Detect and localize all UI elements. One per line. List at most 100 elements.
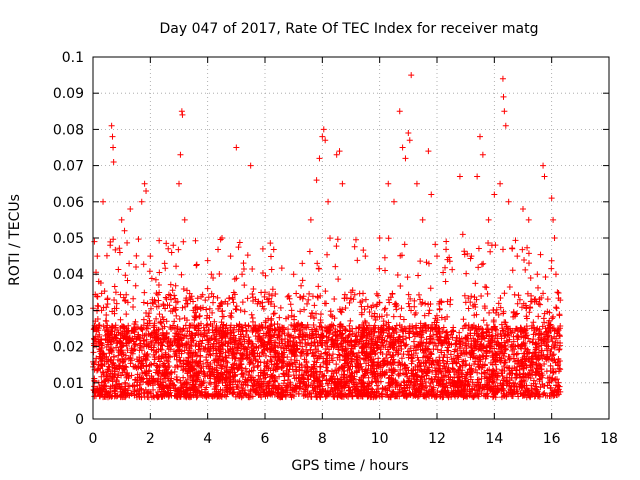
data-point — [304, 300, 311, 307]
data-point — [409, 323, 416, 330]
data-point — [241, 282, 248, 289]
data-point — [535, 336, 542, 343]
data-point — [510, 308, 517, 315]
data-point — [272, 339, 279, 346]
data-point — [231, 276, 238, 283]
data-point — [155, 370, 162, 377]
data-point — [515, 334, 522, 341]
data-point — [297, 379, 304, 386]
data-point — [449, 378, 456, 385]
data-point — [226, 295, 233, 302]
data-point — [487, 359, 494, 366]
data-point — [444, 358, 451, 365]
data-point — [550, 391, 557, 398]
data-point — [295, 327, 302, 334]
data-point — [397, 282, 404, 289]
data-point — [427, 285, 434, 292]
data-point — [96, 331, 103, 338]
data-point — [179, 304, 186, 311]
data-point — [162, 265, 169, 272]
data-point — [406, 334, 413, 341]
data-point — [348, 343, 355, 350]
data-point — [518, 345, 525, 352]
data-point — [334, 341, 341, 348]
data-point — [165, 393, 172, 400]
data-point — [270, 246, 277, 253]
data-point — [551, 333, 558, 340]
data-point — [101, 383, 108, 390]
data-point — [163, 240, 170, 247]
data-point — [265, 315, 272, 322]
data-point — [260, 387, 267, 394]
data-point — [331, 315, 338, 322]
data-point — [153, 315, 160, 322]
data-point — [251, 364, 258, 371]
data-point — [417, 296, 424, 303]
data-point — [196, 313, 203, 320]
data-point — [305, 340, 312, 347]
data-point — [524, 325, 531, 332]
data-point — [117, 347, 124, 354]
data-point — [140, 316, 147, 323]
data-point — [535, 300, 542, 307]
data-point — [392, 303, 399, 310]
data-point — [132, 341, 139, 348]
data-point — [314, 293, 321, 300]
data-point — [377, 378, 384, 385]
data-point — [400, 328, 407, 335]
data-point — [241, 308, 248, 315]
data-point — [478, 293, 485, 300]
data-point — [315, 265, 322, 272]
data-point — [486, 309, 493, 316]
data-point — [156, 237, 163, 244]
data-point — [165, 245, 172, 252]
data-point — [330, 388, 337, 395]
data-point — [138, 376, 145, 383]
data-point — [297, 308, 304, 315]
data-point — [497, 294, 504, 301]
data-point — [478, 261, 485, 268]
data-point — [124, 239, 131, 246]
data-point — [105, 341, 112, 348]
data-point — [472, 366, 479, 373]
data-point — [555, 290, 562, 297]
data-point — [436, 306, 443, 313]
data-point — [501, 359, 508, 366]
data-point — [160, 379, 167, 386]
data-point — [140, 261, 147, 268]
data-point — [103, 311, 110, 318]
data-point — [202, 297, 209, 304]
data-point — [475, 264, 482, 271]
data-point — [110, 236, 117, 243]
data-point — [333, 243, 340, 250]
data-point — [551, 343, 558, 350]
data-point — [141, 332, 148, 339]
data-point — [201, 370, 208, 377]
data-point — [213, 335, 220, 342]
data-point — [150, 324, 157, 331]
data-point — [320, 373, 327, 380]
data-point — [271, 303, 278, 310]
data-point — [137, 325, 144, 332]
data-point — [287, 391, 294, 398]
data-point — [390, 313, 397, 320]
data-point — [457, 391, 464, 398]
data-point — [420, 322, 427, 329]
data-point — [105, 331, 112, 338]
chart-title: Day 047 of 2017, Rate Of TEC Index for r… — [160, 21, 539, 37]
data-point — [126, 260, 133, 267]
data-point — [414, 366, 421, 373]
data-point — [215, 305, 222, 312]
data-point — [308, 371, 315, 378]
data-point — [464, 250, 471, 257]
data-point — [200, 360, 207, 367]
data-point — [204, 257, 211, 264]
data-point — [354, 257, 361, 264]
data-point — [521, 256, 528, 263]
data-point — [228, 339, 235, 346]
data-point — [442, 387, 449, 394]
data-point — [287, 363, 294, 370]
data-point — [514, 350, 521, 357]
data-point — [396, 334, 403, 341]
data-point — [381, 337, 388, 344]
